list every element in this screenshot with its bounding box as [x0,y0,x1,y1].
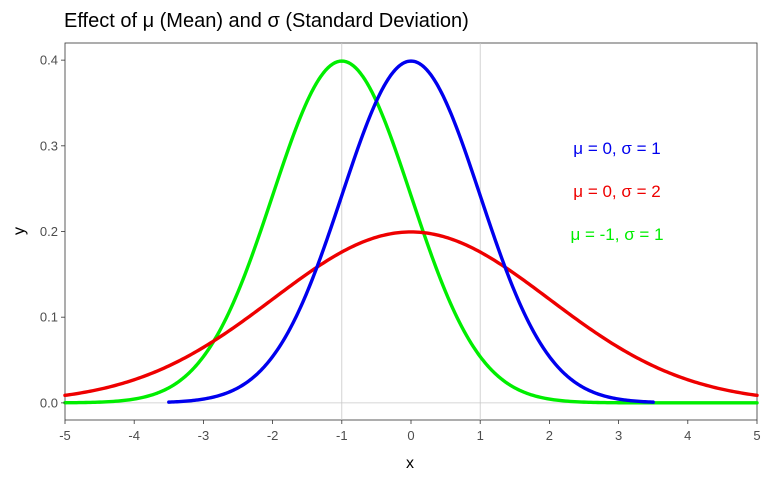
x-tick-label: -4 [128,428,140,443]
x-tick-label: -2 [267,428,279,443]
series-line-0 [167,59,655,404]
x-tick-label: -1 [336,428,348,443]
x-axis-title: x [406,455,414,472]
y-tick-label: 0.2 [40,224,58,239]
y-tick-label: 0.4 [40,53,58,68]
series-lines [63,59,759,405]
y-axis: 0.0 0.1 0.2 0.3 0.4 [40,53,65,410]
x-tick-label: 3 [615,428,622,443]
legend-entry-2: μ = -1, σ = 1 [570,225,663,244]
y-tick-label: 0.1 [40,310,58,325]
chart-title: Effect of μ (Mean) and σ (Standard Devia… [64,10,469,32]
legend: μ = 0, σ = 1 μ = 0, σ = 2 μ = -1, σ = 1 [570,139,663,244]
series-line-1 [63,230,759,398]
x-axis: -5 -4 -3 -2 -1 0 1 2 3 4 5 [59,420,761,443]
x-tick-label: 4 [684,428,691,443]
x-tick-label: 1 [477,428,484,443]
x-tick-label: -3 [198,428,210,443]
legend-entry-0: μ = 0, σ = 1 [573,139,660,158]
y-tick-label: 0.3 [40,138,58,153]
y-tick-label: 0.0 [40,395,58,410]
x-tick-label: -5 [59,428,71,443]
y-axis-title: y [11,227,28,235]
x-tick-label: 5 [753,428,760,443]
legend-entry-1: μ = 0, σ = 2 [573,182,660,201]
x-tick-label: 0 [407,428,414,443]
x-tick-label: 2 [546,428,553,443]
